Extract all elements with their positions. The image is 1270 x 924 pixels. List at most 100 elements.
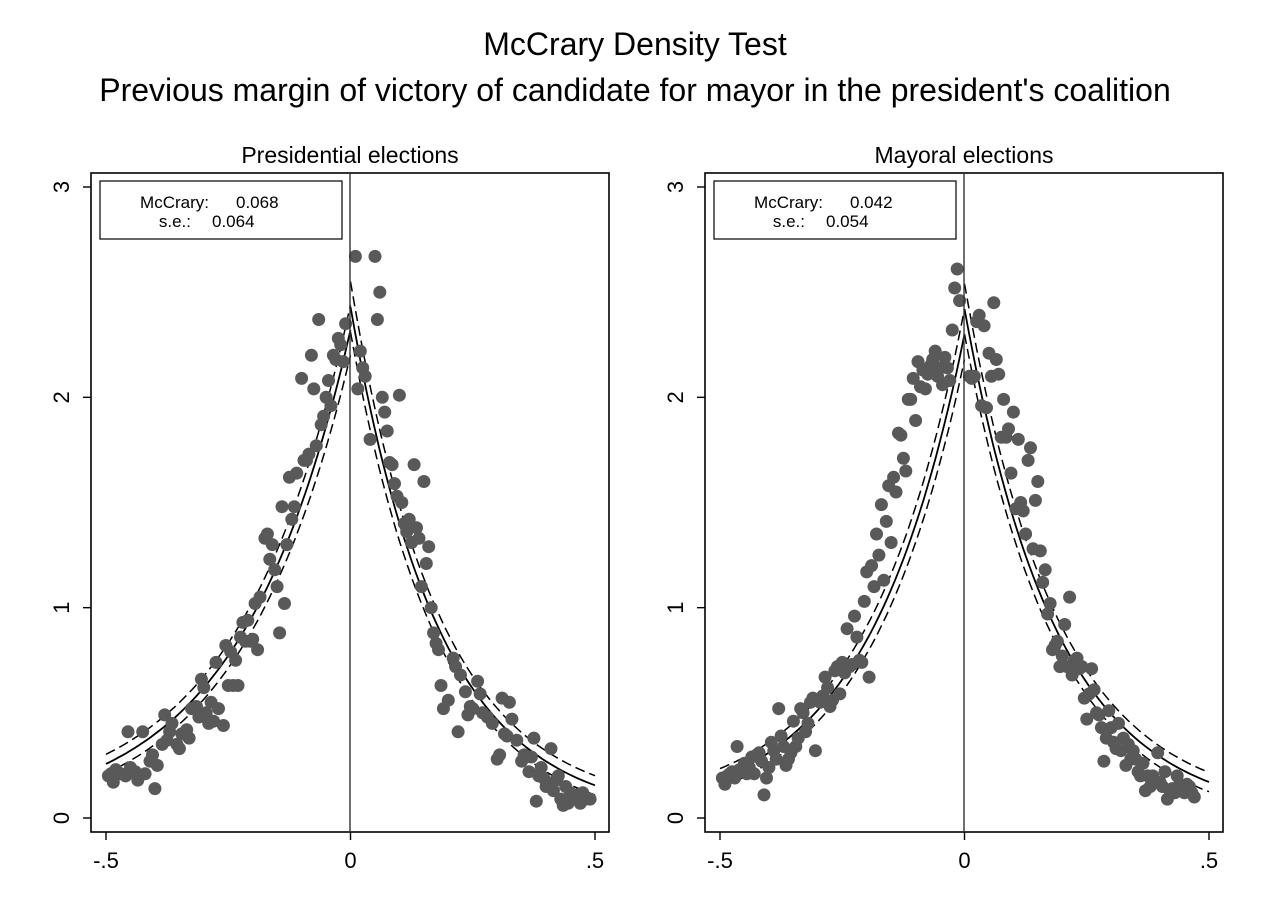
data-point [241, 613, 255, 627]
data-point [879, 514, 893, 528]
data-point [378, 405, 392, 419]
data-point [980, 401, 993, 415]
data-point [434, 679, 448, 692]
data-point [229, 653, 243, 667]
data-point [158, 708, 172, 722]
data-point [857, 594, 871, 608]
y-tick-label: 1 [49, 602, 74, 614]
data-points [101, 249, 597, 812]
data-point [307, 382, 321, 396]
data-point [493, 748, 507, 762]
y-tick-label: 3 [663, 181, 688, 193]
data-point [953, 294, 967, 308]
data-point [760, 771, 773, 785]
data-point [938, 350, 952, 364]
data-point [887, 470, 901, 484]
data-point [263, 552, 277, 566]
data-point [451, 725, 465, 739]
data-points [715, 262, 1201, 806]
data-point [867, 580, 881, 594]
data-point [1075, 660, 1089, 674]
legend-stat-label: McCrary: [754, 193, 823, 212]
data-point [275, 500, 289, 514]
data-point [388, 477, 401, 491]
data-point [441, 693, 455, 707]
x-tick-label: 0 [344, 848, 356, 873]
legend-se-label: s.e.: [159, 212, 191, 231]
data-point [190, 700, 203, 713]
data-point [977, 319, 991, 333]
data-point [1187, 790, 1201, 804]
data-point [1151, 746, 1165, 760]
data-point [1080, 712, 1094, 726]
legend-frame [99, 180, 343, 240]
data-point [730, 740, 744, 753]
data-point [395, 496, 409, 509]
data-point [280, 538, 294, 552]
data-point [336, 355, 350, 369]
data-point [287, 500, 301, 514]
data-point [757, 788, 771, 802]
data-point [165, 716, 179, 730]
data-point [889, 485, 903, 499]
data-point [216, 719, 230, 732]
data-point [1043, 597, 1057, 610]
data-point [466, 702, 480, 716]
data-point [136, 725, 150, 739]
data-point [762, 761, 776, 774]
data-point [918, 382, 932, 396]
data-point [1016, 504, 1030, 518]
data-point [209, 655, 223, 669]
data-point [546, 784, 560, 798]
data-point [1058, 618, 1072, 631]
data-point [529, 794, 543, 808]
data-point [400, 525, 414, 539]
data-point [207, 714, 221, 728]
legend-stat-value: 0.042 [850, 193, 893, 212]
data-point [874, 498, 888, 512]
data-point [427, 626, 441, 640]
data-point [1021, 453, 1035, 467]
data-point [1087, 683, 1101, 697]
data-point [251, 643, 265, 657]
data-point [473, 687, 487, 701]
data-point [412, 531, 426, 545]
data-point [348, 249, 362, 263]
data-point [432, 643, 445, 657]
data-point [246, 632, 260, 646]
data-point [106, 775, 120, 789]
data-point [818, 670, 832, 684]
y-tick-label: 1 [663, 602, 688, 614]
x-tick-label: .5 [586, 848, 604, 873]
data-point [417, 475, 431, 488]
data-point [407, 458, 421, 472]
y-tick-label: 0 [49, 812, 74, 824]
data-point [270, 580, 284, 594]
panel-title: Presidential elections [241, 142, 458, 168]
legend-stat-value: 0.068 [236, 193, 279, 212]
data-point [231, 679, 245, 692]
data-point [317, 409, 331, 423]
axes: -.5 0 .5 0 1 2 3 [663, 181, 1218, 873]
data-point [870, 527, 883, 541]
data-point [950, 262, 964, 276]
data-point [146, 748, 159, 762]
data-point [1102, 704, 1116, 718]
x-tick-label: .5 [1200, 848, 1218, 873]
legend-se-label: s.e.: [773, 212, 805, 231]
panel-mayoral: Mayoral elections -.5 0 .5 0 1 2 3 McCrary: 0.… [663, 142, 1224, 873]
data-point [894, 428, 908, 442]
panel-presidential: Presidential elections -.5 0 .5 0 1 2 3 McCrar… [49, 142, 610, 873]
data-point [850, 630, 864, 644]
data-point [363, 432, 377, 446]
data-point [943, 374, 957, 387]
legend-frame [713, 180, 957, 240]
data-point [1036, 575, 1050, 589]
data-point [392, 388, 406, 402]
data-point [375, 390, 389, 404]
x-tick-label: 0 [958, 848, 970, 873]
y-tick-label: 0 [663, 812, 688, 824]
data-point [422, 540, 436, 554]
figure-subtitle: Previous margin of victory of candidate … [99, 72, 1171, 108]
